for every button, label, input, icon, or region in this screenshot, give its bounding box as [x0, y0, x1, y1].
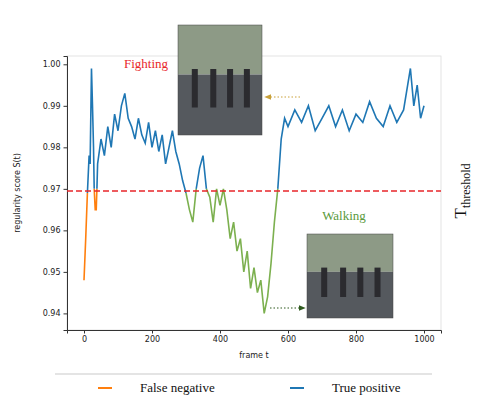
plot-frame	[67, 56, 441, 330]
y-tick-mark	[64, 147, 68, 148]
x-axis-title: frame t	[239, 351, 268, 360]
y-tick-mark	[64, 313, 68, 314]
annotation-arrow	[270, 307, 305, 308]
y-tick-label: 0.95	[43, 268, 61, 277]
y-tick: 0.97	[43, 185, 67, 194]
frame-photo	[307, 234, 393, 318]
series-line	[84, 189, 97, 280]
x-tick-mark	[424, 330, 425, 334]
legend-swatch	[98, 387, 112, 389]
y-tick: 0.94	[43, 309, 67, 318]
x-tick-label: 200	[145, 335, 160, 344]
legend-separator	[55, 374, 432, 375]
x-tick: 0	[82, 330, 87, 344]
x-tick-label: 600	[281, 335, 296, 344]
x-tick-label: 1000	[414, 335, 434, 344]
annotation: Fighting	[124, 56, 169, 71]
threshold-label: Tthreshold	[451, 163, 473, 218]
y-tick-label: 0.97	[43, 185, 61, 194]
y-tick-mark	[64, 64, 68, 65]
series-line	[87, 68, 424, 193]
y-tick: 0.98	[43, 143, 67, 152]
annotation: Walking	[322, 208, 366, 223]
x-tick-mark	[356, 330, 357, 334]
y-tick-mark	[64, 106, 68, 107]
chart-root: 020040060080010000.940.950.960.970.980.9…	[0, 0, 486, 397]
y-tick-mark	[64, 230, 68, 231]
y-axis: 0.94 0.95 0.96 0.97 0.98 0.99 1.00	[43, 57, 68, 331]
x-tick-label: 0	[82, 335, 87, 344]
threshold-label-main: T	[451, 207, 470, 218]
x-tick-mark	[288, 330, 289, 334]
annotation-arrow	[265, 96, 300, 97]
x-tick: 600	[281, 330, 296, 344]
x-axis: 0 200 400 600 800 1000	[68, 330, 442, 344]
legend-swatch	[290, 387, 304, 389]
x-tick-mark	[84, 330, 85, 334]
x-tick: 200	[145, 330, 160, 344]
legend-item: True positive	[290, 380, 401, 395]
x-axis-line	[68, 331, 442, 334]
y-tick-label: 0.96	[43, 226, 61, 235]
legend-label: True positive	[332, 380, 401, 395]
x-tick-mark	[220, 330, 221, 334]
threshold-label-sub: threshold	[459, 163, 473, 208]
y-tick-label: 1.00	[43, 60, 61, 69]
x-tick-label: 400	[213, 335, 228, 344]
threshold-line	[67, 190, 441, 192]
x-tick: 400	[213, 330, 228, 344]
legend-label: False negative	[140, 380, 215, 395]
legend-item: False negative	[98, 380, 215, 395]
y-tick: 0.96	[43, 226, 67, 235]
y-axis-title: regularity score S(t)	[13, 153, 22, 233]
y-tick-label: 0.94	[43, 309, 61, 318]
y-tick-label: 0.99	[43, 102, 61, 111]
y-tick-mark	[64, 272, 68, 273]
y-tick-mark	[64, 189, 68, 190]
frame-photo	[178, 25, 262, 135]
x-tick: 800	[349, 330, 364, 344]
x-tick-label: 800	[349, 335, 364, 344]
y-tick: 0.95	[43, 268, 67, 277]
x-tick-mark	[152, 330, 153, 334]
y-tick: 0.99	[43, 102, 67, 111]
y-tick-label: 0.98	[43, 143, 61, 152]
x-tick: 1000	[414, 330, 434, 344]
chart-svg: 020040060080010000.940.950.960.970.980.9…	[0, 0, 486, 397]
y-tick: 1.00	[43, 60, 67, 69]
y-axis-line	[64, 57, 68, 331]
series-line	[186, 189, 278, 314]
